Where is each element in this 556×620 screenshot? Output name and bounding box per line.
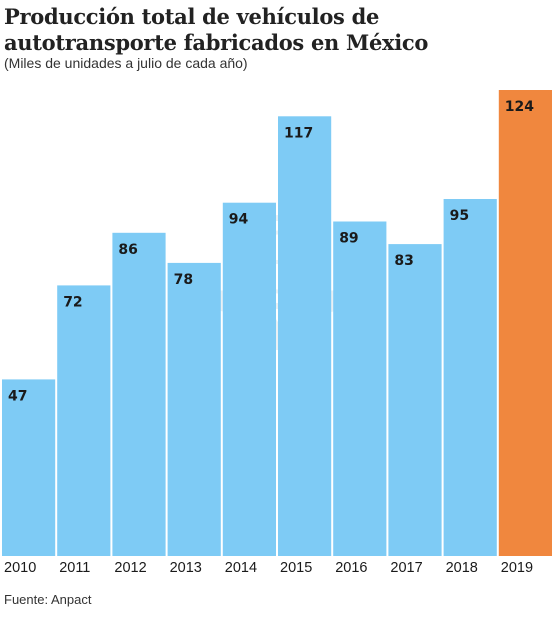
value-label-2012: 86: [118, 242, 137, 258]
x-tick-2019: 2019: [501, 560, 533, 576]
x-tick-2015: 2015: [280, 560, 312, 576]
bar-2013: [167, 262, 221, 556]
source-note: Fuente: Anpact: [4, 592, 92, 607]
bar-2018: [443, 199, 497, 556]
bar-2015: [278, 116, 332, 557]
bar-group: [2, 90, 552, 557]
x-tick-2016: 2016: [335, 560, 367, 576]
x-tick-2014: 2014: [225, 560, 257, 576]
value-label-2017: 83: [394, 253, 413, 269]
chart-title: Producción total de vehículos de autotra…: [4, 4, 429, 55]
chart-subtitle: (Miles de unidades a julio de cada año): [4, 55, 248, 71]
bar-2017: [388, 244, 442, 556]
x-tick-2013: 2013: [170, 560, 202, 576]
bar-2016: [333, 221, 387, 556]
x-tick-2018: 2018: [446, 560, 478, 576]
value-label-2019: 124: [505, 99, 534, 115]
bar-2012: [112, 232, 166, 557]
value-label-2015: 117: [284, 125, 313, 141]
x-tick-2012: 2012: [114, 560, 146, 576]
x-tick-2011: 2011: [59, 560, 90, 576]
x-axis-ticks: 2010 2011 2012 2013 2014 2015 2016 2017 2018 2019: [4, 560, 533, 576]
value-label-group: 47 72 86 78 94 117 89 83 95 124: [8, 99, 534, 404]
value-label-2014: 94: [229, 212, 249, 228]
x-tick-2010: 2010: [4, 560, 36, 576]
x-tick-2017: 2017: [390, 560, 422, 576]
bar-2010: [2, 379, 56, 556]
value-label-2011: 72: [63, 294, 82, 310]
value-label-2013: 78: [174, 272, 193, 288]
bar-2011: [57, 285, 111, 556]
bar-2014: [222, 202, 276, 556]
value-label-2010: 47: [8, 388, 27, 404]
value-label-2018: 95: [450, 208, 469, 224]
value-label-2016: 89: [339, 231, 358, 247]
bar-2019: [498, 90, 552, 556]
